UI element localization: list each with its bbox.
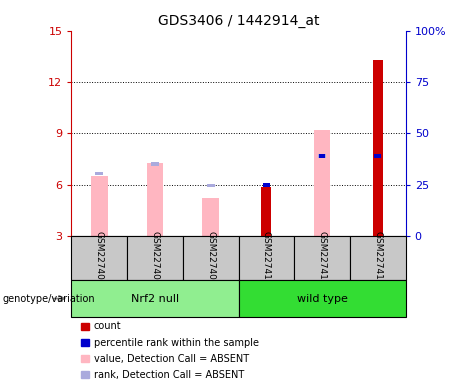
Bar bbox=[294, 236, 350, 280]
Text: value, Detection Call = ABSENT: value, Detection Call = ABSENT bbox=[94, 354, 248, 364]
Bar bbox=[71, 236, 127, 280]
Bar bbox=[319, 154, 325, 158]
Bar bbox=[127, 236, 183, 280]
Text: rank, Detection Call = ABSENT: rank, Detection Call = ABSENT bbox=[94, 370, 244, 380]
Bar bbox=[261, 187, 272, 236]
Bar bbox=[183, 236, 238, 280]
Bar bbox=[374, 154, 381, 158]
Text: GSM227411: GSM227411 bbox=[318, 231, 327, 286]
Bar bbox=[91, 176, 108, 236]
Text: GSM227409: GSM227409 bbox=[206, 231, 215, 286]
Bar bbox=[373, 60, 383, 236]
Text: Nrf2 null: Nrf2 null bbox=[131, 293, 179, 304]
Bar bbox=[238, 236, 294, 280]
Bar bbox=[314, 130, 331, 236]
Text: GSM227407: GSM227407 bbox=[95, 231, 104, 286]
Bar bbox=[207, 184, 215, 187]
Bar bbox=[95, 172, 103, 175]
Bar bbox=[71, 280, 239, 317]
Text: GSM227412: GSM227412 bbox=[373, 231, 382, 285]
Bar bbox=[238, 280, 406, 317]
Text: genotype/variation: genotype/variation bbox=[2, 293, 95, 304]
Text: GSM227408: GSM227408 bbox=[150, 231, 160, 286]
Bar bbox=[263, 183, 270, 187]
Title: GDS3406 / 1442914_at: GDS3406 / 1442914_at bbox=[158, 14, 319, 28]
Text: wild type: wild type bbox=[297, 293, 348, 304]
Text: count: count bbox=[94, 321, 121, 331]
Bar bbox=[350, 236, 406, 280]
Bar bbox=[147, 162, 163, 236]
Bar bbox=[151, 162, 159, 166]
Text: percentile rank within the sample: percentile rank within the sample bbox=[94, 338, 259, 348]
Bar bbox=[202, 199, 219, 236]
Bar bbox=[318, 154, 326, 158]
Text: GSM227410: GSM227410 bbox=[262, 231, 271, 286]
